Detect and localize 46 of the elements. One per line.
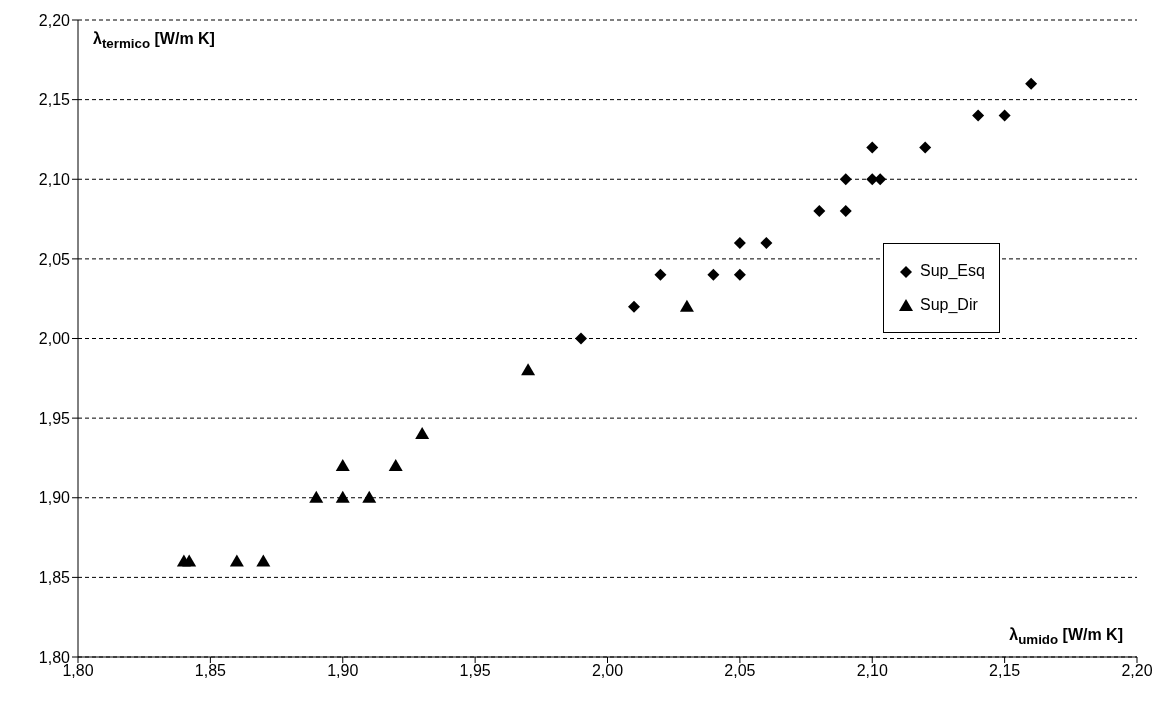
point (309, 490, 324, 503)
point (256, 554, 271, 567)
x-tick-label: 2,15 (989, 662, 1021, 680)
y-axis-title: λ$_{termico}$ [W/m K] (93, 30, 215, 52)
point (839, 205, 852, 218)
x-tick-label: 2,00 (591, 662, 624, 680)
x-tick-label: 1,95 (459, 662, 491, 680)
point (839, 173, 852, 186)
point (575, 332, 588, 345)
point (707, 268, 720, 281)
point (335, 458, 350, 471)
point (388, 458, 403, 471)
point (733, 268, 746, 281)
point (229, 554, 244, 567)
point (182, 554, 197, 567)
y-tick-label: 1,95 (38, 409, 71, 427)
point (362, 490, 377, 503)
point (415, 427, 430, 440)
x-tick-label: 2,20 (1121, 662, 1153, 680)
x-tick-label: 1,85 (194, 662, 227, 680)
x-tick-label: 2,05 (724, 662, 756, 680)
point (919, 141, 932, 154)
point (627, 300, 640, 313)
y-tick-label: 2,10 (38, 170, 71, 188)
point (733, 236, 746, 249)
y-tick-label: 1,90 (38, 489, 71, 507)
y-tick-label: 2,20 (38, 11, 71, 29)
x-tick-label: 2,10 (856, 662, 888, 680)
y-tick-label: 1,85 (38, 569, 71, 587)
point (998, 109, 1011, 122)
point (866, 141, 879, 154)
point (972, 109, 985, 122)
y-tick-label: 2,00 (38, 330, 71, 348)
x-tick-label: 1,90 (327, 662, 359, 680)
point (760, 236, 773, 249)
point (813, 205, 826, 218)
point (521, 363, 536, 376)
y-tick-label: 2,15 (38, 91, 71, 109)
x-axis-title: λ$_{umido}$ [W/m K] (1009, 626, 1123, 648)
point (335, 490, 350, 503)
point (654, 268, 667, 281)
legend-label: Sup_Dir (920, 295, 978, 315)
legend-label: Sup_Esq (920, 261, 985, 281)
point (1025, 77, 1038, 90)
point (679, 299, 694, 312)
y-tick-label: 2,05 (38, 250, 71, 268)
